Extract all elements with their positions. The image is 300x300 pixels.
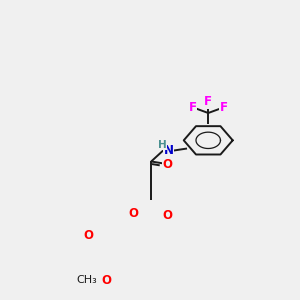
Text: H: H bbox=[158, 140, 166, 149]
Text: N: N bbox=[164, 144, 173, 157]
Text: O: O bbox=[129, 207, 139, 220]
Text: O: O bbox=[101, 274, 111, 287]
Text: F: F bbox=[204, 95, 212, 108]
Text: O: O bbox=[163, 158, 172, 171]
Text: F: F bbox=[220, 101, 228, 114]
Text: O: O bbox=[163, 209, 172, 222]
Text: F: F bbox=[189, 101, 197, 114]
Text: O: O bbox=[84, 229, 94, 242]
Text: CH₃: CH₃ bbox=[76, 275, 97, 285]
